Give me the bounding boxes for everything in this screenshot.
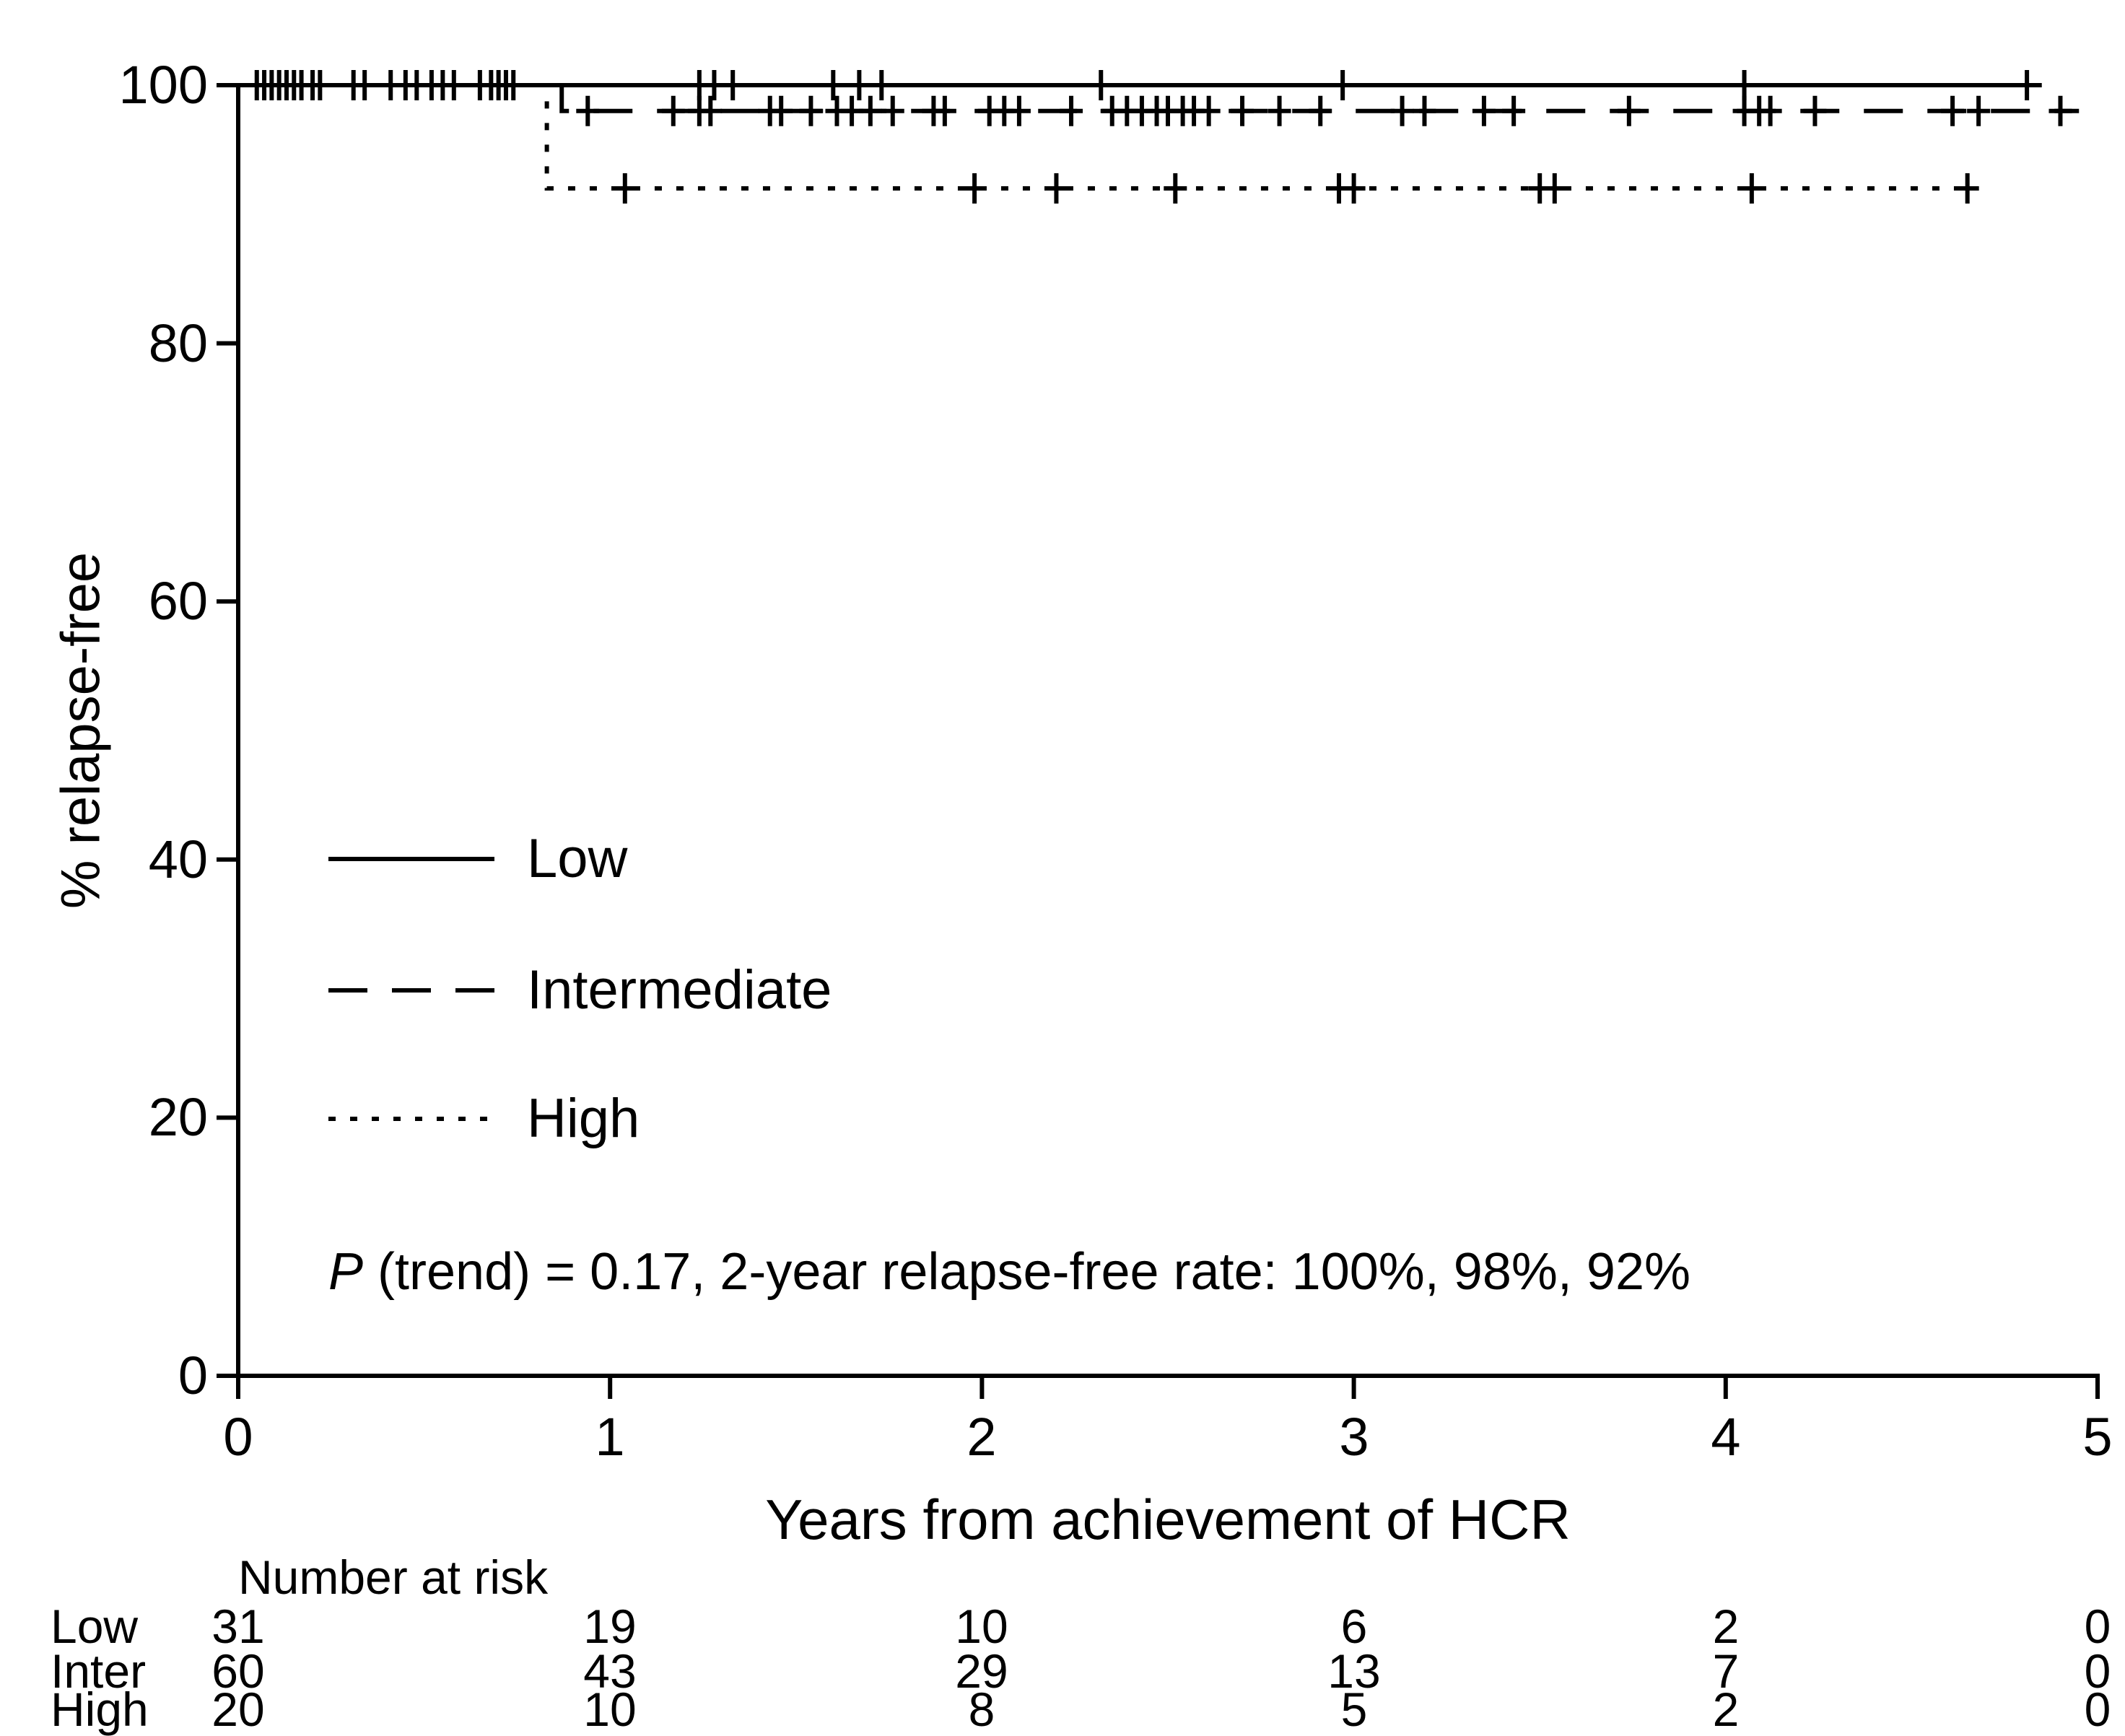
risk-row-label-inter: Inter bbox=[51, 1644, 147, 1698]
risk-row-label-high: High bbox=[51, 1683, 149, 1736]
risk-cell: 31 bbox=[211, 1600, 265, 1653]
curve-high bbox=[238, 83, 1968, 191]
x-tick-label-2: 2 bbox=[966, 1407, 997, 1467]
risk-cell: 10 bbox=[955, 1600, 1008, 1653]
x-tick-label-4: 4 bbox=[1711, 1407, 1741, 1467]
x-tick-label-0: 0 bbox=[223, 1407, 253, 1467]
y-tick-label-100: 100 bbox=[118, 55, 208, 115]
risk-cell: 7 bbox=[1712, 1644, 1740, 1698]
risk-cell: 29 bbox=[955, 1644, 1008, 1698]
risk-cell: 2 bbox=[1712, 1600, 1740, 1653]
risk-cell: 0 bbox=[2084, 1683, 2111, 1736]
p-trend-text: (trend) = 0.17, 2-year relapse-free rate… bbox=[363, 1243, 1691, 1301]
risk-cell: 0 bbox=[2084, 1644, 2111, 1698]
legend-label-low: Low bbox=[527, 828, 628, 889]
risk-cell: 8 bbox=[968, 1683, 995, 1736]
x-tick-label-5: 5 bbox=[2082, 1407, 2113, 1467]
y-tick-label-60: 60 bbox=[148, 571, 208, 631]
y-tick-label-40: 40 bbox=[148, 829, 208, 889]
legend-label-intermediate: Intermediate bbox=[527, 959, 832, 1021]
risk-cell: 5 bbox=[1340, 1683, 1368, 1736]
y-axis-label: % relapse-free bbox=[50, 551, 112, 910]
risk-cell: 6 bbox=[1340, 1600, 1368, 1653]
risk-cell: 2 bbox=[1712, 1683, 1740, 1736]
x-tick-label-1: 1 bbox=[595, 1407, 625, 1467]
x-axis-label: Years from achievement of HCR bbox=[765, 1488, 1571, 1551]
risk-cell: 13 bbox=[1327, 1644, 1381, 1698]
y-tick-label-0: 0 bbox=[178, 1345, 208, 1405]
risk-cell: 0 bbox=[2084, 1600, 2111, 1653]
p-symbol: P bbox=[328, 1243, 364, 1301]
risk-table-title: Number at risk bbox=[238, 1550, 549, 1604]
p-trend-annotation: P (trend) = 0.17, 2-year relapse-free ra… bbox=[328, 1240, 1690, 1304]
risk-cell: 10 bbox=[583, 1683, 637, 1736]
risk-cell: 43 bbox=[583, 1644, 637, 1698]
y-tick-label-20: 20 bbox=[148, 1087, 208, 1147]
risk-cell: 20 bbox=[211, 1683, 265, 1736]
x-tick-label-3: 3 bbox=[1339, 1407, 1369, 1467]
risk-cell: 60 bbox=[211, 1644, 265, 1698]
legend-label-high: High bbox=[527, 1088, 640, 1149]
y-tick-label-80: 80 bbox=[148, 313, 208, 373]
risk-cell: 19 bbox=[583, 1600, 637, 1653]
risk-row-label-low: Low bbox=[51, 1600, 139, 1653]
